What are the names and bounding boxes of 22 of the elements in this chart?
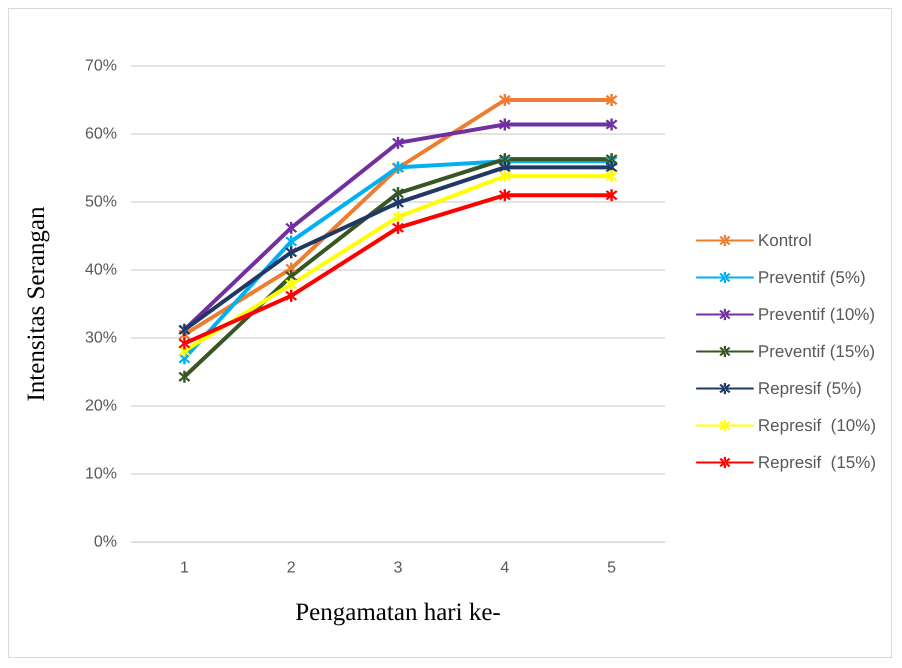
legend-label: Represif (15%): [758, 453, 876, 472]
x-tick-label: 4: [500, 560, 510, 576]
y-tick-label: 40%: [84, 262, 117, 278]
y-tick-label: 70%: [84, 58, 117, 74]
x-tick-label: 5: [607, 560, 616, 576]
x-tick-label: 3: [394, 560, 403, 576]
legend-label: Represif (10%): [758, 416, 876, 435]
y-tick-label: 60%: [84, 126, 117, 142]
y-tick-label: 10%: [84, 466, 117, 482]
y-tick-label: 30%: [84, 330, 117, 346]
x-tick-label: 1: [180, 560, 189, 576]
y-tick-label: 0%: [94, 534, 117, 550]
legend-label: Kontrol: [758, 231, 812, 250]
y-axis-title: Intensitas Serangan: [23, 206, 50, 402]
legend-label: Preventif (10%): [758, 305, 876, 324]
x-axis-title: Pengamatan hari ke-: [295, 599, 501, 626]
x-tick-label: 2: [286, 560, 296, 576]
legend-label: Represif (5%): [758, 379, 862, 398]
legend-label: Preventif (5%): [758, 268, 866, 287]
legend-label: Preventif (15%): [758, 342, 876, 361]
y-tick-label: 50%: [84, 194, 117, 210]
y-tick-label: 20%: [84, 398, 117, 414]
